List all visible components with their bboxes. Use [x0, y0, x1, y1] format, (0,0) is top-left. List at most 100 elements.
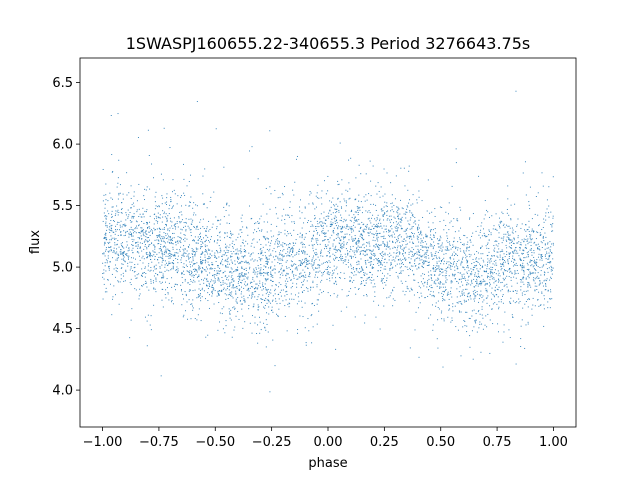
data-point — [502, 259, 504, 261]
data-point — [335, 216, 337, 218]
data-point — [519, 257, 521, 259]
data-point — [420, 275, 422, 277]
data-point — [394, 236, 396, 238]
data-point — [537, 266, 539, 268]
data-point — [304, 258, 306, 260]
data-point — [427, 295, 429, 297]
data-point — [512, 255, 514, 257]
data-point — [335, 281, 337, 283]
data-point — [401, 216, 403, 218]
data-point — [495, 213, 497, 215]
data-point — [159, 231, 161, 233]
data-point — [157, 206, 159, 208]
data-point — [400, 247, 402, 249]
data-point — [497, 296, 499, 298]
data-point — [503, 233, 505, 235]
data-point — [468, 275, 470, 277]
data-point — [527, 251, 529, 253]
data-point — [444, 275, 446, 277]
data-point — [438, 243, 440, 245]
data-point — [209, 201, 211, 203]
data-point — [469, 318, 471, 320]
data-point — [205, 230, 207, 232]
data-point — [216, 226, 218, 228]
data-point — [128, 214, 130, 216]
data-point — [380, 244, 382, 246]
data-point — [281, 254, 283, 256]
data-point — [383, 206, 385, 208]
data-point — [424, 256, 426, 258]
data-point — [204, 277, 206, 279]
data-point — [350, 265, 352, 267]
data-point — [522, 172, 524, 174]
data-point — [161, 281, 163, 283]
data-point — [112, 257, 114, 259]
data-point — [160, 246, 162, 248]
data-point — [375, 257, 377, 259]
data-point — [265, 187, 267, 189]
data-point — [502, 239, 504, 241]
data-point — [225, 252, 227, 254]
data-point — [172, 265, 174, 267]
data-point — [259, 258, 261, 260]
data-point — [150, 230, 152, 232]
data-point — [305, 260, 307, 262]
data-point — [286, 231, 288, 233]
data-point — [195, 252, 197, 254]
data-point — [170, 253, 172, 255]
data-point — [354, 271, 356, 273]
data-point — [266, 299, 268, 301]
data-point — [394, 299, 396, 301]
data-point — [236, 248, 238, 250]
data-point — [176, 269, 178, 271]
data-point — [251, 281, 253, 283]
data-point — [336, 250, 338, 252]
data-point — [522, 266, 524, 268]
data-point — [162, 238, 164, 240]
data-point — [267, 258, 269, 260]
data-point — [403, 247, 405, 249]
data-point — [479, 237, 481, 239]
data-point — [110, 235, 112, 237]
data-point — [260, 269, 262, 271]
data-point — [125, 219, 127, 221]
data-point — [445, 275, 447, 277]
data-point — [243, 275, 245, 277]
data-point — [281, 272, 283, 274]
data-point — [399, 258, 401, 260]
data-point — [366, 253, 368, 255]
data-point — [196, 319, 198, 321]
data-point — [287, 248, 289, 250]
data-point — [294, 268, 296, 270]
data-point — [150, 266, 152, 268]
data-point — [109, 250, 111, 252]
data-point — [112, 296, 114, 298]
data-point — [535, 244, 537, 246]
data-point — [313, 305, 315, 307]
data-point — [265, 278, 267, 280]
data-point — [270, 230, 272, 232]
data-point — [224, 237, 226, 239]
data-point — [200, 227, 202, 229]
data-point — [327, 250, 329, 252]
data-point — [176, 220, 178, 222]
data-point — [516, 265, 518, 266]
data-point — [402, 249, 404, 251]
data-point — [465, 280, 467, 282]
data-point — [330, 221, 332, 223]
data-point — [335, 256, 337, 258]
data-point — [534, 259, 535, 261]
data-point — [130, 233, 132, 235]
data-point — [327, 265, 329, 267]
data-point — [508, 253, 510, 255]
data-point — [177, 236, 179, 238]
data-point — [451, 281, 453, 283]
data-point — [412, 254, 414, 256]
data-point — [244, 283, 246, 285]
data-point — [166, 265, 168, 266]
data-point — [284, 315, 286, 317]
data-point — [451, 255, 453, 257]
data-point — [414, 265, 416, 267]
data-point — [298, 250, 300, 252]
data-point — [471, 279, 473, 281]
